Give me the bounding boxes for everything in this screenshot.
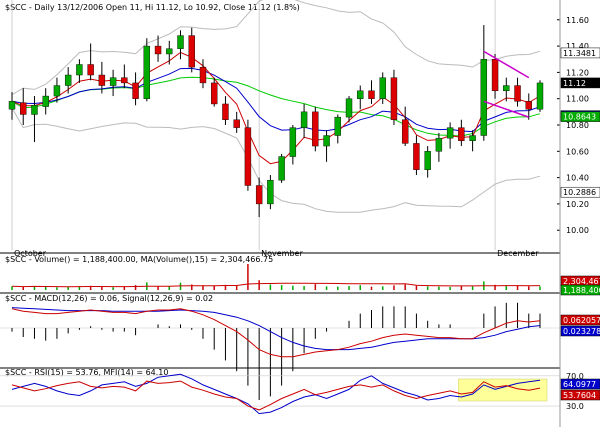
price-tag-box <box>560 111 600 122</box>
bollinger-lower-line <box>11 107 541 213</box>
candle-body <box>323 135 330 147</box>
candle-body <box>154 45 162 55</box>
candle-body <box>87 64 94 76</box>
candle-body <box>233 119 240 128</box>
candle-body <box>267 180 274 205</box>
candle-body <box>312 111 319 147</box>
volume-tag: 1,188,400 <box>563 286 600 295</box>
candle-body <box>177 35 184 49</box>
candle-body <box>132 82 139 99</box>
volume-ma-line <box>11 282 541 288</box>
candle-body <box>458 127 465 141</box>
price-tick-label: 10.40 <box>566 174 589 183</box>
rsi-tag: 53.7604 <box>563 391 596 400</box>
candle-body <box>53 85 61 97</box>
price-tag: 10.8643 <box>563 113 596 122</box>
candle-body <box>446 127 454 139</box>
candle-body <box>222 103 229 120</box>
macd-panel-title: $SCC - MACD(12,26) = 0.06, Signal(12,26,… <box>5 294 213 303</box>
candle-body <box>300 111 308 128</box>
signal-tag: 0.023278 <box>563 327 600 336</box>
mfi-tag: 64.0977 <box>563 380 596 389</box>
candle-body <box>503 85 510 92</box>
price-tick-label: 10.60 <box>566 147 589 156</box>
rsi-tag-box <box>560 389 600 401</box>
candle-body <box>166 48 173 55</box>
candle-body <box>98 74 106 86</box>
candle-body <box>401 119 409 144</box>
price-panel-background <box>0 0 560 250</box>
candle-body <box>64 74 72 86</box>
rsi-panel: $SCC - RSI(15) = 53.76, MFI(14) = 64.10 … <box>0 367 600 415</box>
candle-body <box>255 185 263 205</box>
mfi-tag-box <box>560 378 600 390</box>
volume-panel: $SCC - Volume() = 1,188,400.00, MA(Volum… <box>0 252 600 296</box>
price-tag: 10.2886 <box>563 188 596 197</box>
macd-panel: $SCC - MACD(12,26) = 0.06, Signal(12,26,… <box>0 292 600 400</box>
macd-tag-box <box>560 314 600 326</box>
price-panel-title: $SCC - Daily 13/12/2006 Open 11, Hi 11.1… <box>5 3 300 12</box>
candle-body <box>20 102 27 115</box>
candle-body <box>424 151 431 170</box>
bollinger-upper-line <box>11 0 541 96</box>
price-tag-box <box>560 47 600 59</box>
candle-body <box>278 156 285 181</box>
candle-body <box>143 45 151 99</box>
price-tick-label: 11.00 <box>566 95 589 104</box>
macd-tag: 0.062057 <box>563 316 600 325</box>
candle-body <box>525 101 532 110</box>
rsi-tick-label: 30.0 <box>566 402 584 411</box>
pennant-trendline <box>483 50 530 79</box>
candle-body <box>536 82 544 110</box>
price-tick-label: 11.40 <box>566 42 589 51</box>
candle-body <box>31 105 38 115</box>
candle-body <box>469 135 476 141</box>
pennant-trendline <box>483 100 530 118</box>
price-tag-box <box>560 77 600 89</box>
price-tick-label: 11.60 <box>566 16 589 25</box>
rsi-line <box>11 380 541 411</box>
price-tick-label: 10.80 <box>566 121 589 130</box>
price-tick-label: 10.00 <box>566 226 589 235</box>
pattern-highlight <box>458 378 548 402</box>
candle-body <box>244 127 252 186</box>
candle-body <box>76 64 83 76</box>
candle-body <box>42 95 49 107</box>
macd-signal-line <box>11 307 541 351</box>
candle-body <box>491 59 499 92</box>
candle-body <box>199 66 207 84</box>
price-tag-box <box>560 186 600 198</box>
price-tick-label: 11.20 <box>566 68 589 77</box>
candle-body <box>345 98 353 118</box>
rsi-tick-label: 70.0 <box>566 372 584 381</box>
volume-ma-tag: 2,304,467 <box>563 277 600 286</box>
candle-body <box>121 77 128 84</box>
candle-body <box>480 59 488 136</box>
price-panel: $SCC - Daily 13/12/2006 Open 11, Hi 11.1… <box>0 0 600 258</box>
candle-body <box>368 90 375 99</box>
candle-body <box>334 116 341 136</box>
price-tag: 11.3481 <box>563 49 596 58</box>
candle-body <box>357 90 364 99</box>
candle-body <box>390 77 398 120</box>
candle-body <box>514 85 521 102</box>
candle-body <box>289 127 297 157</box>
candle-body <box>379 77 386 99</box>
price-tick-label: 10.20 <box>566 200 589 209</box>
candle-body <box>413 143 420 170</box>
candle-body <box>435 137 443 152</box>
rsi-panel-title: $SCC - RSI(15) = 53.76, MFI(14) = 64.10 <box>5 368 168 377</box>
macd-line <box>11 308 541 358</box>
candle-body <box>188 35 195 68</box>
candle-body <box>109 77 117 86</box>
signal-tag-box <box>560 325 600 337</box>
price-tag: 11.12 <box>563 79 586 88</box>
mfi-line <box>11 373 541 415</box>
volume-tag-box <box>560 284 600 296</box>
candle-body <box>8 101 16 110</box>
candle-body <box>211 82 218 105</box>
volume-panel-title: $SCC - Volume() = 1,188,400.00, MA(Volum… <box>5 255 273 264</box>
